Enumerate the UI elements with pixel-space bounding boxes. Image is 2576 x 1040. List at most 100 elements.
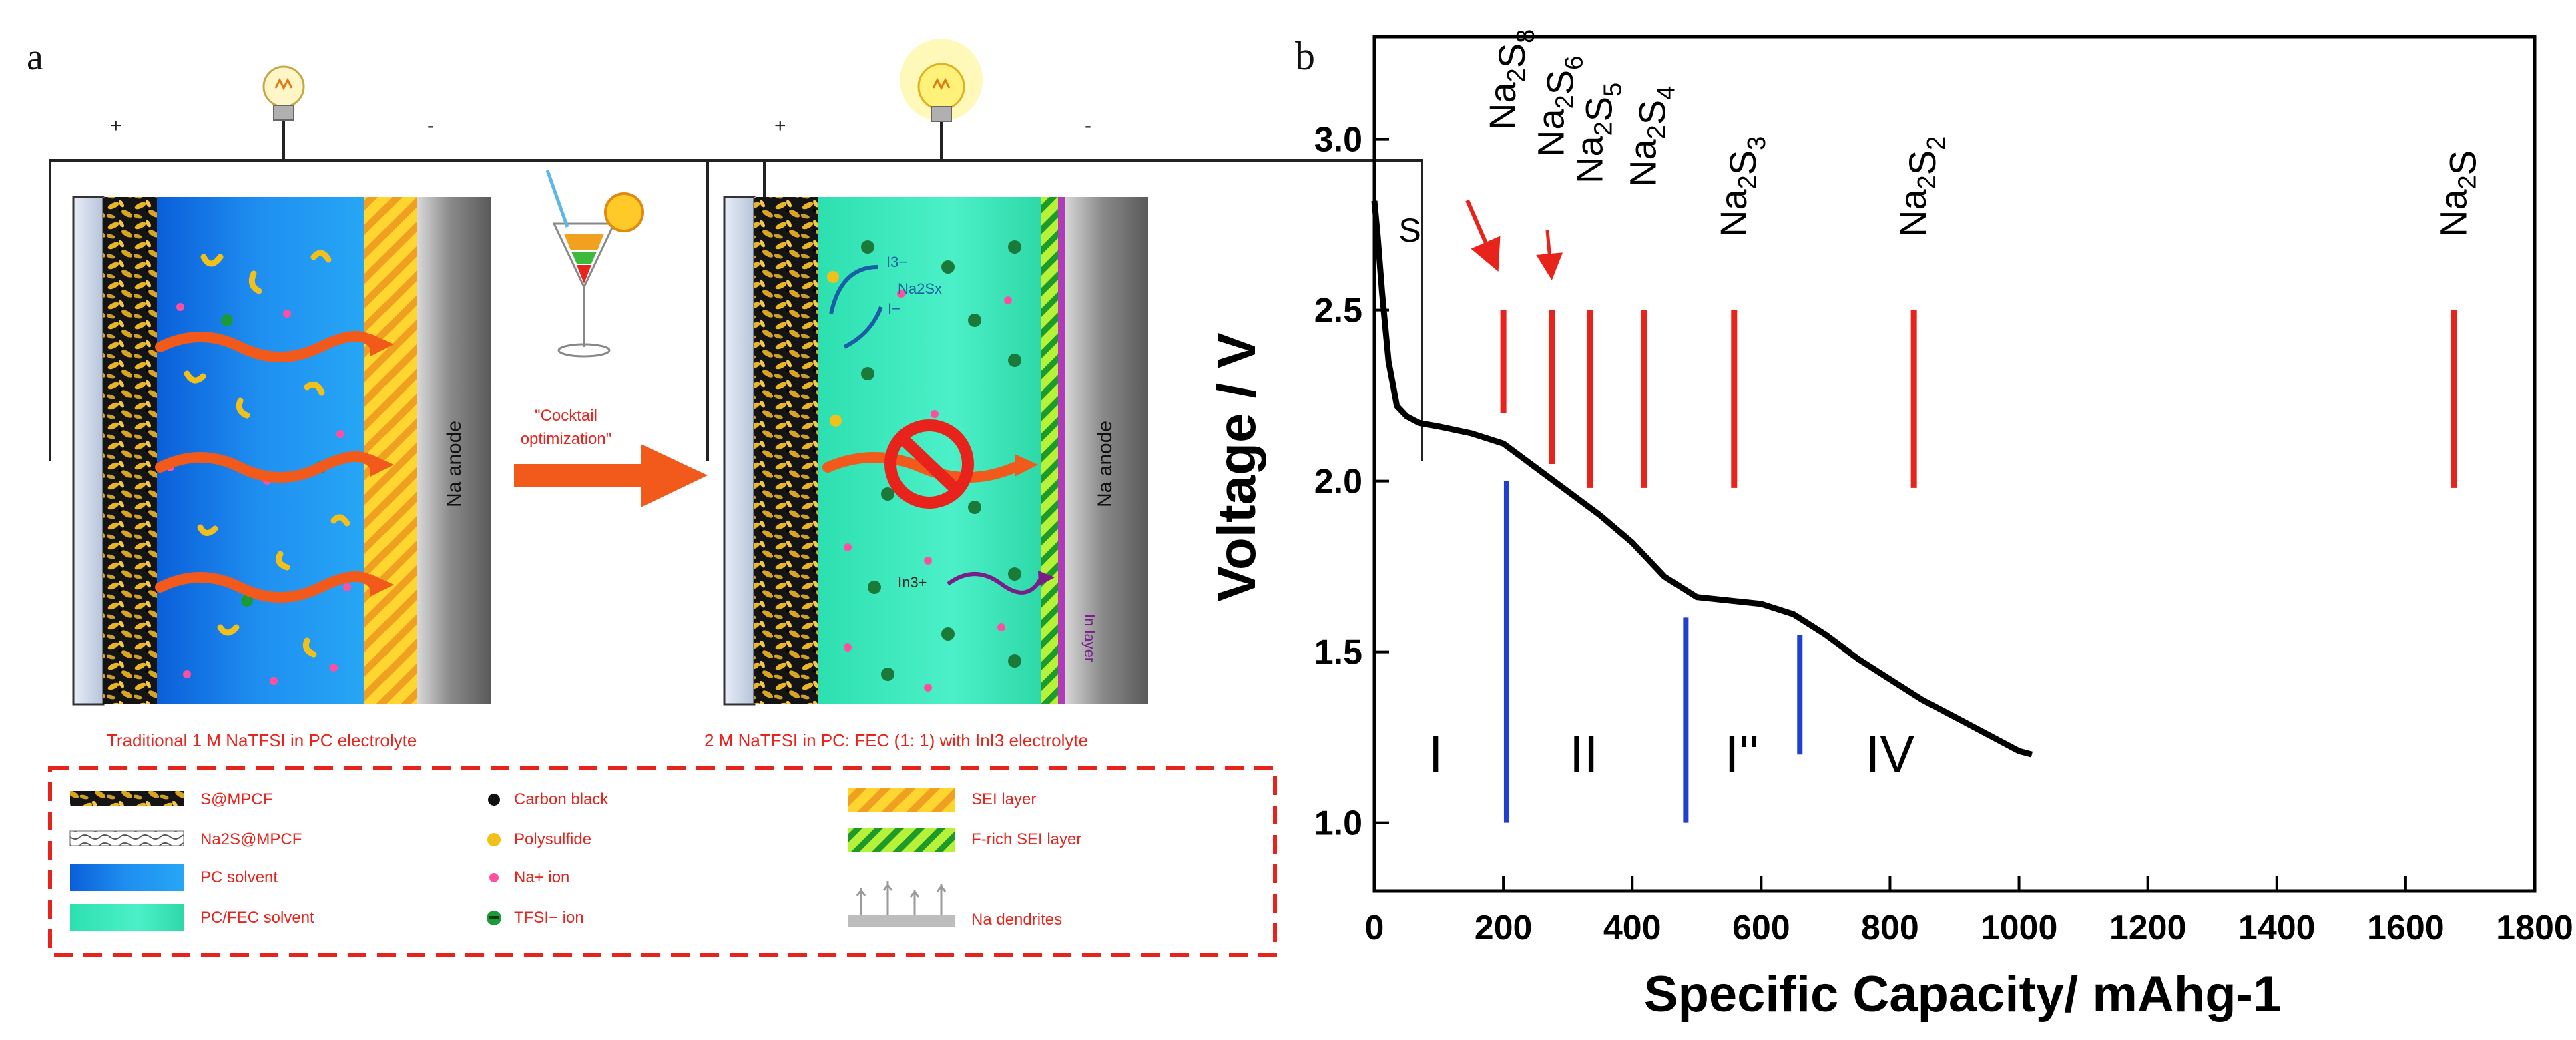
x-tick-label: 800 <box>1861 908 1919 947</box>
cell-traditional: + - Na anode <box>49 65 766 750</box>
region-label: I'' <box>1725 724 1759 783</box>
phase-label: Na2S6 <box>1530 56 1589 157</box>
phase-label: Na2S2 <box>1892 136 1951 237</box>
plus-sign-right: + <box>774 115 786 137</box>
i3-label: I3− <box>886 254 907 270</box>
y-tick-label: 1.5 <box>1314 633 1362 672</box>
carbon-black-icon <box>488 794 500 806</box>
shuttle-blocked <box>822 419 1038 509</box>
legend-label-na-ion: Na+ ion <box>514 868 569 886</box>
in-layer-right <box>1058 197 1065 704</box>
s-mpcf-swatch <box>70 791 184 806</box>
na-anode-left <box>417 197 491 704</box>
legend-label-na2s-mpcf: Na2S@MPCF <box>200 830 302 848</box>
shuttle-arrowheads-left <box>370 334 394 597</box>
panel-a-label: a <box>27 37 43 78</box>
plus-sign-left: + <box>110 115 122 137</box>
legend: S@MPCF Na2S@MPCF PC solvent PC/FEC solve… <box>48 766 1277 957</box>
shuttle-arrows-left <box>155 331 379 603</box>
in3-migration: In3+ <box>898 571 1055 595</box>
x-tick-label: 1200 <box>2109 908 2187 947</box>
na2s8-pointer-arrow <box>1465 199 1501 272</box>
legend-label-na-dendrites: Na dendrites <box>971 911 1062 929</box>
na-ion-icon <box>489 873 499 882</box>
pc-fec-solvent-swatch <box>70 904 184 931</box>
x-axis-ticks: 0 200 400 600 800 1000 1200 1400 1600 1800 <box>1365 876 2573 947</box>
cathode-s-mpcf-right <box>754 197 818 704</box>
polysulfide-particle-right <box>827 271 839 283</box>
f-rich-sei-swatch <box>848 828 955 852</box>
anode-label-right: Na anode <box>1094 421 1116 507</box>
na2s-mpcf-swatch <box>69 830 184 846</box>
x-tick-label: 400 <box>1603 908 1661 947</box>
x-tick-label: 600 <box>1732 908 1790 947</box>
circuit-wire-right <box>706 159 1423 461</box>
na-dendrites-icon <box>848 881 955 927</box>
svg-text:Na2S6: Na2S6 <box>1530 56 1589 157</box>
y-tick-label: 2.5 <box>1314 292 1362 330</box>
na-ion-dots-right <box>844 290 1012 692</box>
legend-label-s-mpcf: S@MPCF <box>200 790 272 808</box>
na2s6-pointer-arrow <box>1536 230 1563 280</box>
region-label: I <box>1429 724 1443 783</box>
shuttle-arrow-right <box>822 452 1020 483</box>
region-label: II <box>1569 724 1598 783</box>
electrolyte-pc-left <box>157 197 364 704</box>
panel-b-label: b <box>1295 34 1315 78</box>
na-anode-right <box>1065 197 1148 704</box>
shuttle-arrowhead-right <box>1015 454 1038 477</box>
caption-left: Traditional 1 M NaTFSI in PC electrolyte <box>107 730 417 750</box>
electrolyte-pc-fec-right <box>818 197 1041 704</box>
discharge-curve <box>1371 200 2033 758</box>
svg-text:Na2S2: Na2S2 <box>1892 136 1951 237</box>
blue-phase-markers <box>1503 481 1803 823</box>
tfsi-ion-dots-right <box>861 240 1021 681</box>
x-axis-label: Specific Capacity/ mAhg-1 <box>1644 966 2282 1023</box>
optimization-arrow-icon <box>514 444 708 507</box>
minus-sign-left: - <box>427 115 434 137</box>
cocktail-optimization: "Cocktail optimization" <box>514 170 708 507</box>
svg-text:Na2S4: Na2S4 <box>1622 86 1681 187</box>
phase-label: Na2S5 <box>1568 83 1627 184</box>
in3-label: In3+ <box>898 574 927 591</box>
red-phase-markers <box>1500 310 2457 488</box>
phase-label: Na2S8 <box>1481 29 1540 130</box>
legend-label-sei-layer: SEI layer <box>971 790 1036 808</box>
prohibited-icon-bar <box>896 433 962 495</box>
legend-label-carbon-black: Carbon black <box>514 790 609 808</box>
lightbulb-bright-icon <box>900 39 983 160</box>
region-label: S <box>1398 212 1421 249</box>
region-annotations: SI II I'' IV <box>1398 212 1914 783</box>
current-collector-left <box>72 196 105 706</box>
y-tick-label: 3.0 <box>1314 121 1362 160</box>
caption-right: 2 M NaTFSI in PC: FEC (1: 1) with InI3 e… <box>704 730 1088 750</box>
polysulfide-particles-left <box>184 250 350 658</box>
pc-solvent-swatch <box>70 864 184 891</box>
y-tick-label: 2.0 <box>1314 463 1362 501</box>
region-label: IV <box>1866 724 1915 783</box>
svg-text:Na2S5: Na2S5 <box>1568 83 1627 184</box>
i-label: I− <box>888 300 900 317</box>
x-tick-label: 1800 <box>2496 908 2573 947</box>
red-pointer-arrows <box>1465 199 1563 280</box>
x-tick-label: 0 <box>1365 908 1384 947</box>
sei-layer-swatch <box>848 788 955 812</box>
cocktail-text-line2: optimization" <box>521 430 612 448</box>
minus-sign-right: - <box>1085 115 1091 137</box>
cocktail-text-line1: "Cocktail <box>535 407 597 425</box>
y-axis-label: Voltage / V <box>1207 332 1266 601</box>
prohibited-icon <box>884 419 974 509</box>
tfsi-ion-icon-bar <box>489 916 499 919</box>
cell-optimized: + - Na anode In layer <box>704 39 1423 750</box>
legend-label-pc-solvent: PC solvent <box>200 868 278 886</box>
svg-text:Na2S: Na2S <box>2432 150 2483 237</box>
current-collector-right <box>723 196 756 706</box>
legend-label-f-rich-sei: F-rich SEI layer <box>971 830 1081 848</box>
plot-frame <box>1372 35 2537 893</box>
legend-label-tfsi-ion: TFSI− ion <box>514 908 584 927</box>
phase-label: Na2S <box>2432 150 2483 237</box>
anode-label-left: Na anode <box>443 421 465 507</box>
na2sx-label: Na2Sx <box>898 280 942 297</box>
f-rich-sei-layer-right <box>1041 197 1058 704</box>
